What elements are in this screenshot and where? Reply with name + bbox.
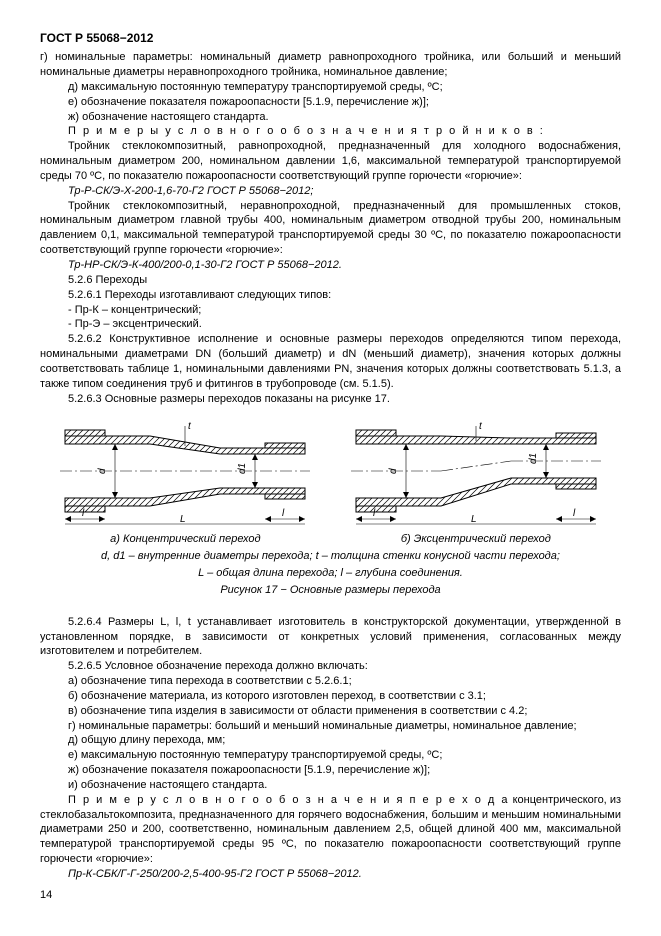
list-item: и) обозначение настоящего стандарта. — [40, 778, 621, 793]
svg-text:d: d — [97, 468, 108, 474]
svg-text:L: L — [471, 514, 477, 525]
list-item: ж) обозначение показателя пожароопасност… — [40, 763, 621, 778]
list-item: б) обозначение материала, из которого из… — [40, 689, 621, 704]
svg-text:d1: d1 — [237, 463, 248, 474]
text-line: ж) обозначение настоящего стандарта. — [40, 110, 621, 125]
list-item: - Пр-К – концентрический; — [40, 303, 621, 318]
list-item: е) максимальную постоянную температуру т… — [40, 748, 621, 763]
svg-text:d: d — [388, 468, 399, 474]
example-heading: П р и м е р ы у с л о в н о г о о б о з … — [40, 124, 621, 139]
text-line: г) номинальные параметры: номинальный ди… — [40, 50, 621, 80]
figure-legend-line: L – общая длина перехода; l – глубина со… — [40, 566, 621, 581]
designation-example: Тр-НР-СК/Э-К-400/200-0,1-30-Г2 ГОСТ Р 55… — [40, 258, 621, 273]
figure-legend-line: d, d1 – внутренние диаметры перехода; t … — [40, 549, 621, 564]
figure-title: Рисунок 17 − Основные размеры перехода — [40, 583, 621, 598]
designation-example: Пр-К-СБК/Г-Г-250/200-2,5-400-95-Г2 ГОСТ … — [40, 867, 621, 882]
figure-label-a: а) Концентрический переход — [110, 532, 260, 547]
text-line: 5.2.6.3 Основные размеры переходов показ… — [40, 392, 621, 407]
text-line: д) максимальную постоянную температуру т… — [40, 80, 621, 95]
text-line: 5.2.6.4 Размеры L, l, t устанавливает из… — [40, 615, 621, 660]
clause-heading: 5.2.6 Переходы — [40, 273, 621, 288]
example-paragraph: П р и м е р у с л о в н о г о о б о з н … — [40, 793, 621, 867]
list-item: а) обозначение типа перехода в соответст… — [40, 674, 621, 689]
figure-17: d d1 t l L l — [40, 416, 621, 526]
text-line: 5.2.6.1 Переходы изготавливают следующих… — [40, 288, 621, 303]
designation-example: Тр-Р-СК/Э-Х-200-1,6-70-Г2 ГОСТ Р 55068−2… — [40, 184, 621, 199]
standard-header: ГОСТ Р 55068−2012 — [40, 30, 621, 46]
svg-text:l: l — [282, 508, 285, 519]
figure-sublabels: а) Концентрический переход б) Эксцентрич… — [40, 532, 621, 547]
document-page: ГОСТ Р 55068−2012 г) номинальные парамет… — [0, 0, 661, 923]
eccentric-transition-diagram: d d1 t l L l — [346, 416, 606, 526]
text-line: 5.2.6.5 Условное обозначение перехода до… — [40, 659, 621, 674]
list-item: - Пр-Э – эксцентрический. — [40, 317, 621, 332]
concentric-transition-diagram: d d1 t l L l — [55, 416, 315, 526]
list-item: г) номинальные параметры: больший и мень… — [40, 719, 621, 734]
svg-text:L: L — [180, 514, 186, 525]
text-line: е) обозначение показателя пожароопасност… — [40, 95, 621, 110]
page-number: 14 — [40, 888, 621, 903]
figure-label-b: б) Эксцентрический переход — [401, 532, 551, 547]
svg-text:l: l — [573, 508, 576, 519]
text-line: Тройник стеклокомпозитный, равнопроходно… — [40, 139, 621, 184]
list-item: в) обозначение типа изделия в зависимост… — [40, 704, 621, 719]
text-line: Тройник стеклокомпозитный, неравнопроход… — [40, 199, 621, 258]
svg-text:t: t — [188, 421, 192, 432]
svg-text:t: t — [479, 421, 483, 432]
svg-text:d1: d1 — [528, 453, 539, 464]
list-item: д) общую длину перехода, мм; — [40, 733, 621, 748]
text-line: 5.2.6.2 Конструктивное исполнение и осно… — [40, 332, 621, 391]
